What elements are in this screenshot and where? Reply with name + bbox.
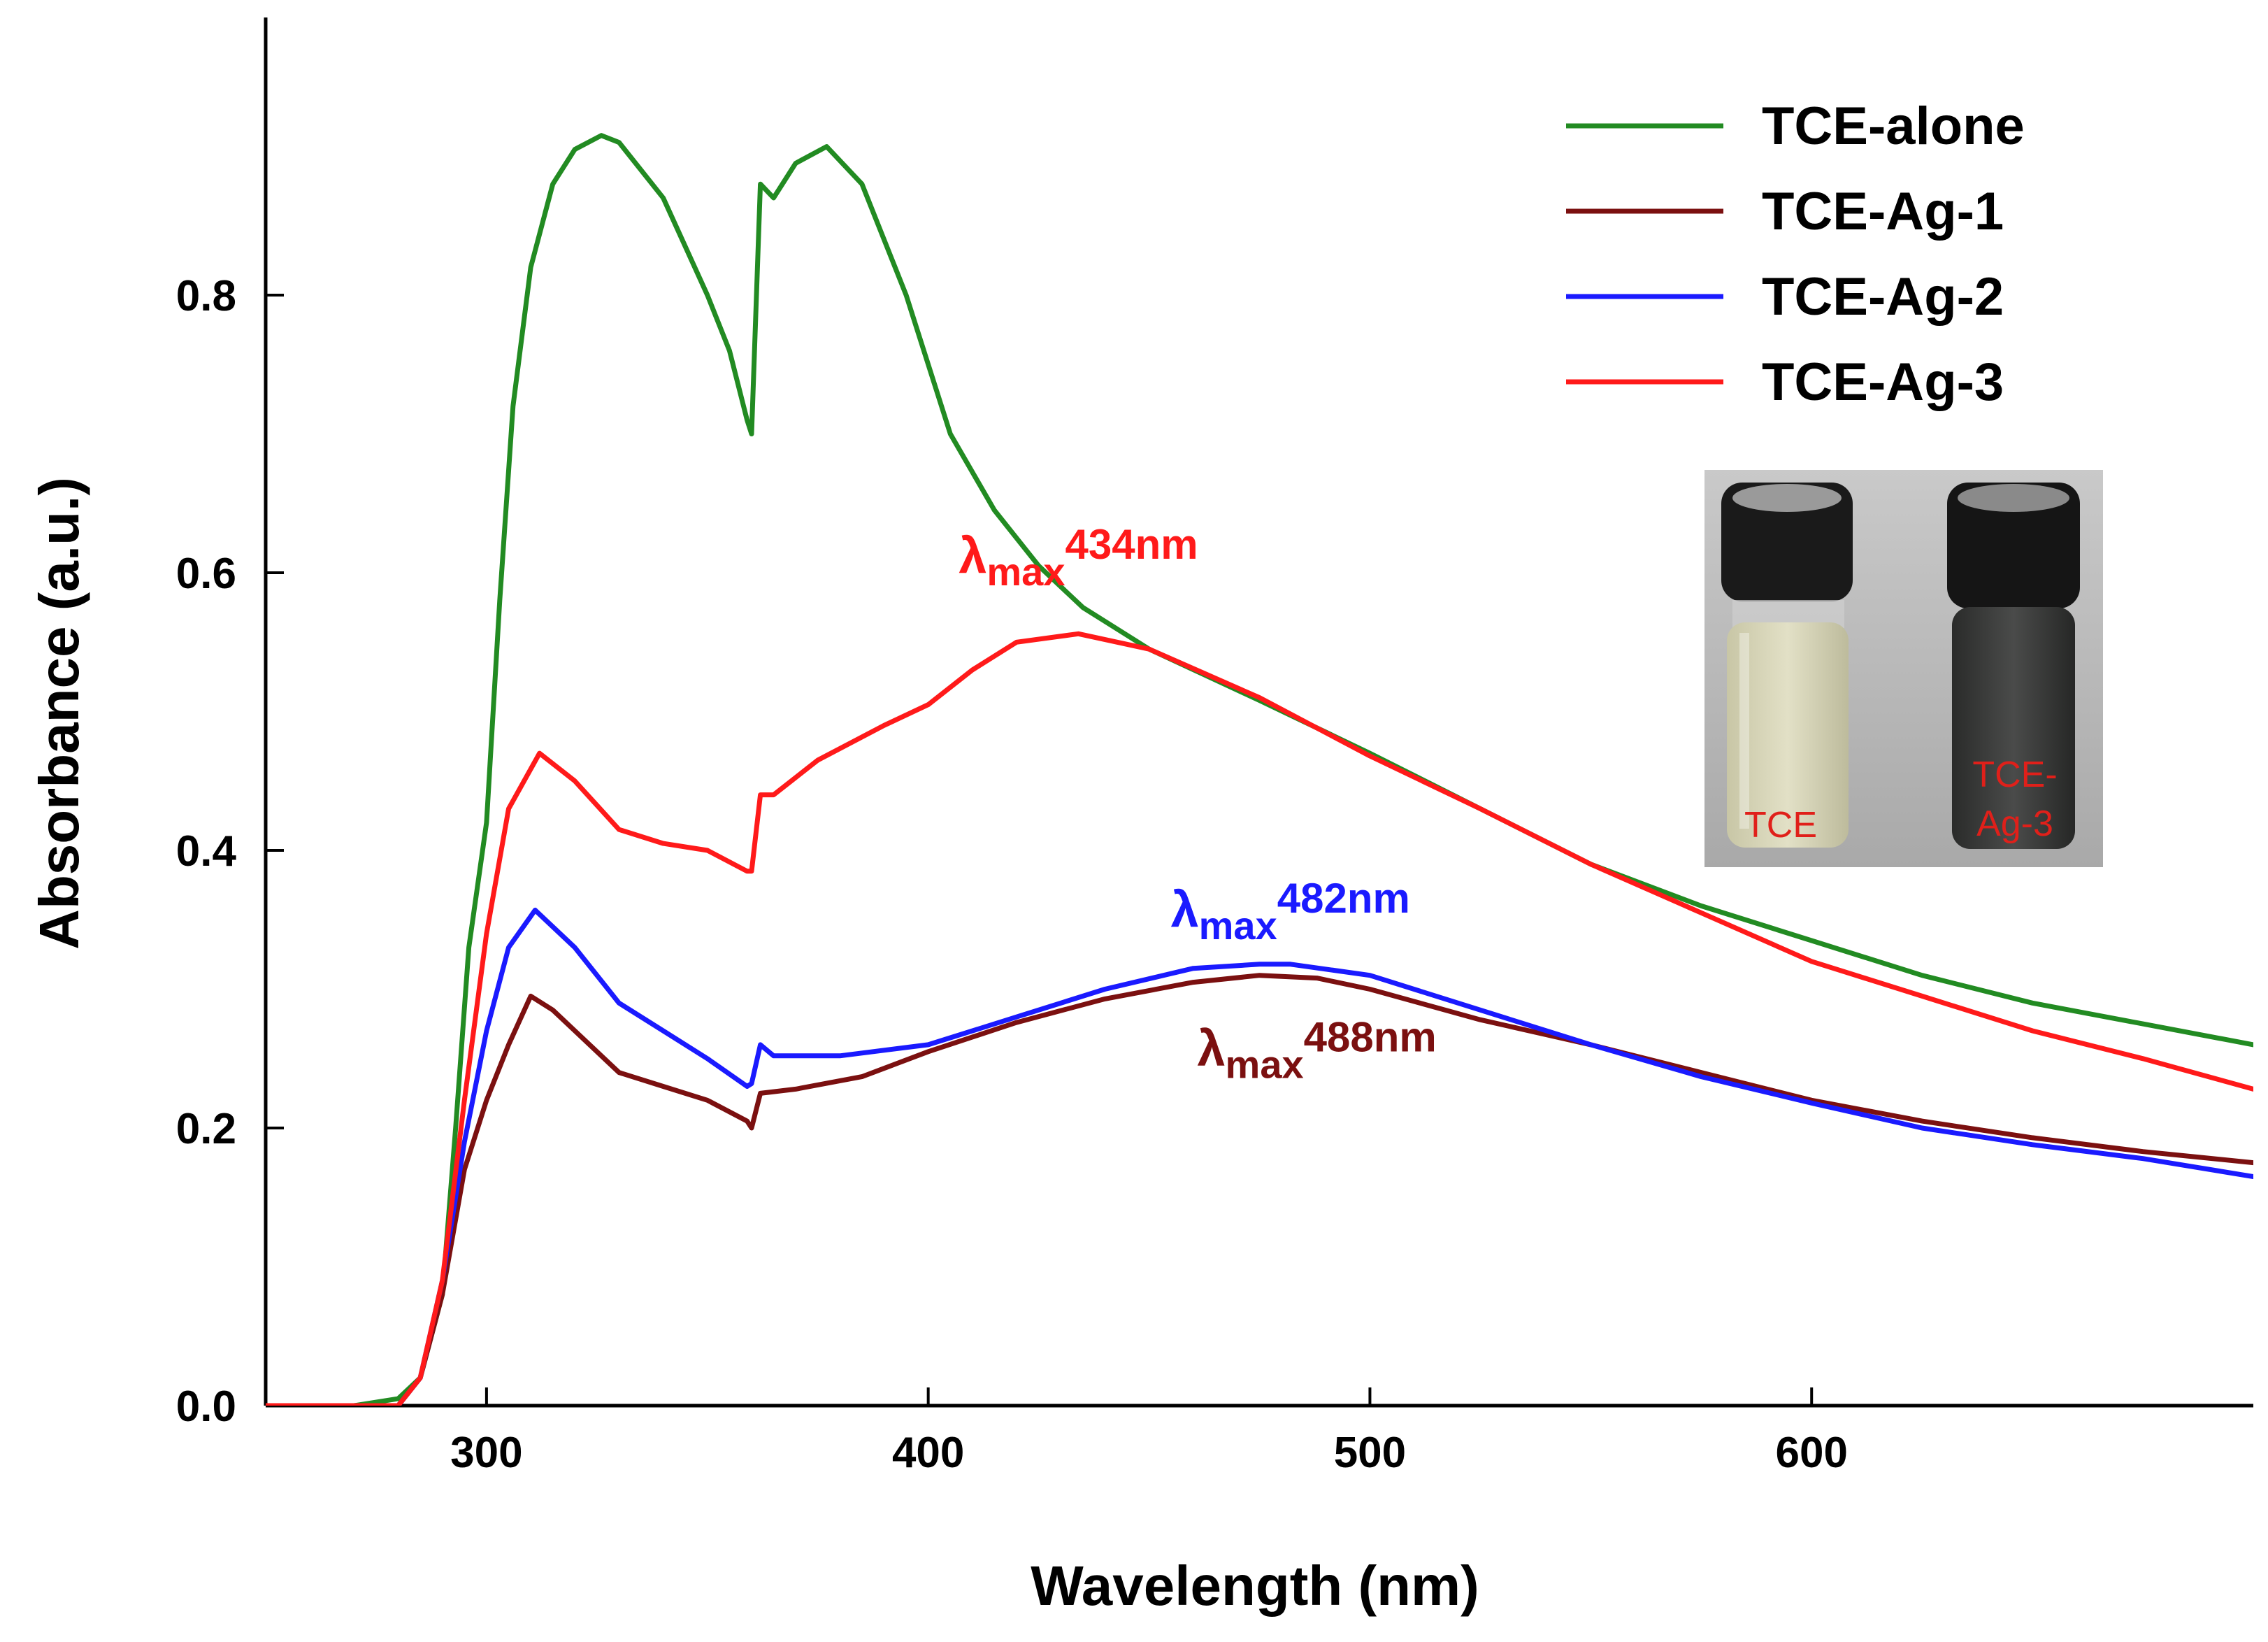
y-tick-label: 0.4 (176, 827, 237, 876)
y-tick-label: 0.6 (176, 550, 236, 598)
x-tick-label: 600 (1775, 1429, 1847, 1477)
series-line-tce-ag-1 (266, 973, 2253, 1406)
inset-label-tce: TCE (1744, 805, 1817, 845)
lambda-max-annotation: λmax434nm (959, 521, 1198, 594)
y-tick-label: 0.8 (176, 272, 236, 320)
x-tick-label: 500 (1334, 1429, 1406, 1477)
lambda-max-annotation: λmax482nm (1171, 875, 1410, 948)
inset-label-tce-ag-3-line1: TCE- (1972, 755, 2057, 795)
series-line-tce-ag-2 (266, 907, 2253, 1406)
y-tick-label: 0.0 (176, 1383, 236, 1431)
legend: TCE-alone TCE-Ag-1 TCE-Ag-2 TCE-Ag-3 (1566, 97, 2025, 412)
y-ticks: 0.0 0.2 0.4 0.6 0.8 (176, 272, 284, 1431)
lambda-max-annotation: λmax488nm (1198, 1014, 1437, 1087)
vial-tce-ag-3: TCE- Ag-3 (1947, 483, 2080, 849)
series-group (266, 133, 2253, 1406)
y-axis-title: Absorbance (a.u.) (28, 477, 90, 950)
legend-label: TCE-Ag-1 (1762, 182, 2004, 241)
x-tick-label: 400 (892, 1429, 964, 1477)
legend-label: TCE-Ag-3 (1762, 352, 2004, 412)
y-tick-label: 0.2 (176, 1105, 236, 1153)
series-line-tce-ag-3 (266, 631, 2253, 1406)
x-ticks: 300 400 500 600 (450, 1387, 1848, 1477)
inset-vial-photo: TCE TCE- Ag-3 (1704, 470, 2103, 867)
inset-label-tce-ag-3-line2: Ag-3 (1976, 804, 2053, 844)
axes (264, 17, 2253, 1408)
x-axis-title: Wavelength (nm) (1031, 1555, 1479, 1617)
legend-label: TCE-alone (1762, 97, 2025, 156)
legend-label: TCE-Ag-2 (1762, 267, 2004, 327)
annotations: λmax434nm λmax482nm λmax488nm (959, 521, 1436, 1087)
x-tick-label: 300 (450, 1429, 522, 1477)
vial-tce: TCE (1721, 483, 1853, 848)
